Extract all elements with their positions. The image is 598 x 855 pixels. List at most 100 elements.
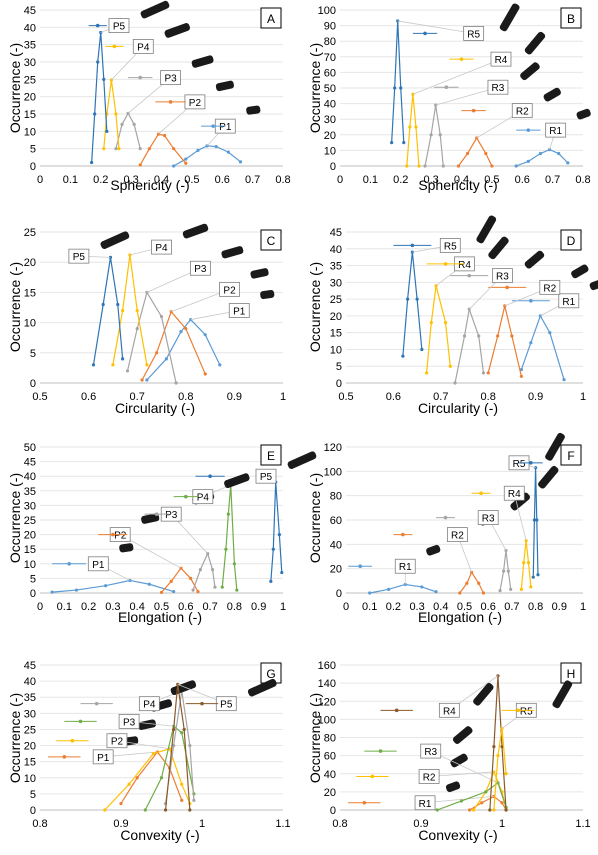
mean-marker [443,515,448,520]
y-tick-label: 100 [324,466,342,478]
data-point [504,548,508,553]
particle-silhouette [191,55,214,68]
x-tick-label: 0.8 [178,391,193,403]
x-tick-label: 1.1 [575,818,590,830]
mean-marker [410,243,415,248]
callout-box [219,281,240,297]
data-point [468,808,472,812]
data-point [135,308,139,313]
y-tick-label: 45 [330,227,342,239]
callout-box [160,70,182,85]
series-callout-label: R2 [543,283,556,294]
data-point [429,133,433,137]
mean-marker [467,273,472,278]
y-tick-label: 120 [318,696,336,708]
y-tick-label: 40 [24,471,36,483]
mean-marker [378,749,383,753]
data-point [114,147,118,151]
chart-panel-e: 0 5 10 15 20 25 30 35 40 45 50 0 0.1 0.2 0.3 0.4 0.5 0.6 0… [7,442,317,625]
data-point [163,808,168,812]
data-point [189,576,193,581]
particle-silhouette [488,236,509,260]
data-point [235,588,239,592]
data-point [492,808,496,812]
data-point [111,363,115,367]
mean-marker [471,108,476,113]
particle-silhouette [164,23,191,38]
particle-silhouette [250,268,269,279]
y-tick-label: 10 [24,559,36,571]
data-point [562,378,566,382]
data-point [104,584,108,588]
x-tick-label: 0.9 [528,391,543,403]
data-point [184,327,188,331]
data-point [135,776,139,780]
panel-letter: E [267,449,275,463]
data-point [114,112,118,116]
data-point [403,582,407,587]
particle-silhouette [182,223,209,239]
callout-box [414,795,436,811]
y-tick-label: 35 [24,40,36,52]
y-tick-label: 25 [330,294,342,306]
series-line-p4 [221,484,238,591]
data-point [496,754,500,758]
x-tick-label: 0.8 [575,174,590,186]
data-point [458,591,462,595]
x-tick-label: 0.7 [130,391,145,403]
data-point [232,562,236,566]
y-tick-label: 20 [324,130,336,142]
series-callout-label: R2 [451,531,464,542]
data-point [393,86,397,90]
panel-letter: H [567,667,576,681]
x-tick-label: 0.9 [113,818,128,830]
chart-panel-g: 0 5 10 15 20 25 30 35 40 45 0.8 0.9 1 1.1 Convexity (-… [7,660,291,843]
data-point [506,569,510,573]
chart-panel-f: 0 20 40 60 80 100 120 0 0.1 0.2 0.3 0.4 0.5 0.6 0.7 0.8… [307,432,586,625]
particle-silhouette [100,231,130,249]
y-tick-label: 20 [330,564,342,576]
data-point [226,512,230,516]
data-point [198,568,202,572]
data-point [119,801,123,806]
y-tick-label: 0 [330,161,336,173]
particle-silhouette [538,465,559,489]
y-tick-label: 0 [336,588,342,600]
y-tick-label: 15 [24,287,36,299]
series-callout-label: R5 [444,241,457,252]
data-point [145,363,149,367]
callout-box [394,558,416,574]
data-point [214,144,218,149]
y-tick-label: 100 [318,5,336,17]
x-tick-label: 0.4 [130,601,145,613]
y-tick-label: 30 [330,277,342,289]
data-point [271,547,275,551]
mean-marker [67,562,71,566]
y-axis-label: Occurrence (-) [307,693,323,783]
data-point [224,547,228,551]
data-point [529,341,533,345]
data-point [462,334,467,338]
particle-silhouette [452,726,473,745]
series-callout-label: R2 [423,772,436,783]
y-tick-label: 40 [324,99,336,111]
particle-silhouette [571,264,589,279]
data-point [465,581,469,585]
series-callout-label: R4 [458,260,471,271]
particle-silhouette [499,3,520,32]
series-line-r5 [493,728,507,811]
y-tick-label: 10 [324,145,336,157]
data-point [405,164,409,168]
callout-box [490,51,512,67]
x-tick-label: 0.4 [154,174,169,186]
x-tick-label: 1.1 [275,818,290,830]
mean-marker [211,124,215,128]
series-callout-label: P5 [220,700,233,711]
x-tick-label: 0.5 [32,391,47,403]
y-tick-label: 30 [324,114,336,126]
y-tick-label: 35 [24,692,36,704]
y-axis-label: Occurrence (-) [7,262,23,352]
y-tick-label: 45 [24,5,36,17]
data-point [280,570,284,575]
y-tick-label: 40 [330,244,342,256]
